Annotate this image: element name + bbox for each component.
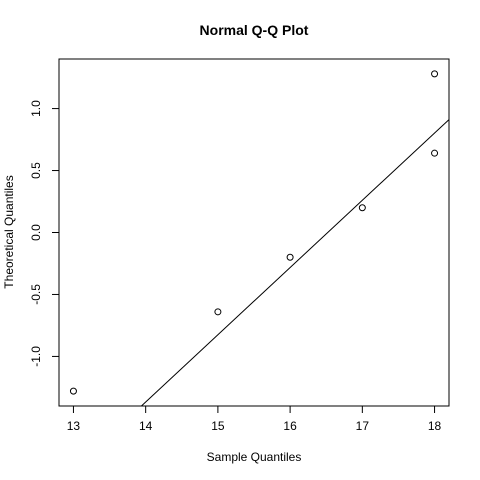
x-tick-label: 14	[139, 419, 153, 433]
x-tick-label: 18	[428, 419, 442, 433]
x-tick-label: 13	[67, 419, 81, 433]
data-point	[214, 308, 222, 316]
y-tick-label: 0.5	[29, 162, 43, 179]
x-axis-title: Sample Quantiles	[207, 450, 302, 464]
x-tick-label: 16	[283, 419, 297, 433]
y-tick-label: 0.0	[29, 224, 43, 241]
x-tick-label: 17	[356, 419, 370, 433]
data-point	[69, 387, 77, 395]
data-point	[431, 70, 439, 78]
chart-title: Normal Q-Q Plot	[200, 22, 309, 38]
data-point	[431, 149, 439, 157]
y-tick-label: 1.0	[29, 100, 43, 117]
plot-marks: 13 14 15 16 17 18 -1.0 -0.5 0.0 0.5 1.0	[29, 58, 450, 433]
x-tick-label: 15	[211, 419, 225, 433]
y-tick-label: -1.0	[29, 346, 43, 367]
data-point	[358, 204, 366, 212]
data-point	[286, 253, 294, 261]
y-axis-title: Theoretical Quantiles	[2, 175, 16, 288]
qq-reference-line	[141, 119, 450, 407]
y-tick-label: -0.5	[29, 284, 43, 305]
